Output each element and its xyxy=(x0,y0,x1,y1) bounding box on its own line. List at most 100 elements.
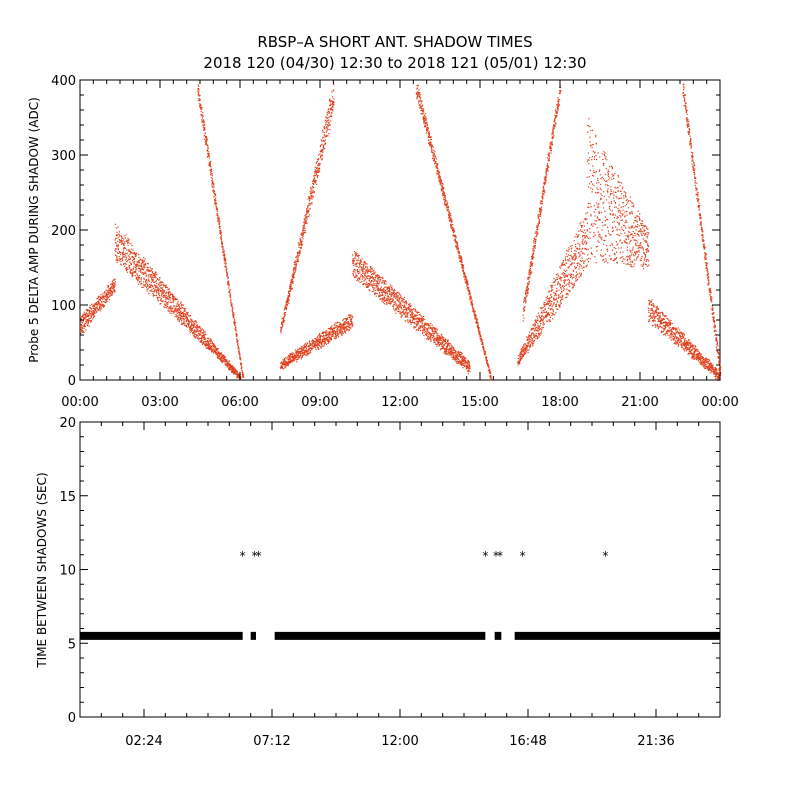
top-data-point xyxy=(381,289,383,291)
top-data-point xyxy=(107,286,109,289)
top-data-point xyxy=(333,104,335,106)
top-data-point xyxy=(217,354,219,357)
top-data-point xyxy=(331,327,333,329)
top-data-point xyxy=(440,181,442,183)
top-data-point xyxy=(325,117,327,119)
top-data-point xyxy=(131,273,133,275)
top-data-point xyxy=(236,335,238,338)
top-data-point xyxy=(233,312,235,314)
top-data-point xyxy=(401,299,403,302)
top-data-point xyxy=(325,135,328,137)
top-data-point xyxy=(386,299,388,301)
top-data-point xyxy=(326,334,328,336)
top-data-point xyxy=(288,360,290,362)
top-data-point xyxy=(308,345,310,347)
top-data-point xyxy=(434,155,436,157)
top-data-point xyxy=(171,310,173,312)
top-data-point xyxy=(329,333,331,335)
top-data-point xyxy=(125,263,127,265)
top-data-point xyxy=(367,268,369,270)
top-data-point xyxy=(212,186,214,188)
top-data-point xyxy=(400,312,402,314)
top-data-point xyxy=(179,302,182,304)
top-data-point xyxy=(200,104,202,106)
top-data-point xyxy=(85,309,87,311)
top-data-point xyxy=(352,260,355,262)
top-data-point xyxy=(342,332,344,334)
top-data-point xyxy=(436,334,438,336)
top-data-point xyxy=(403,302,405,304)
top-data-point xyxy=(117,244,119,246)
top-data-point xyxy=(154,275,156,278)
top-data-point xyxy=(467,366,469,368)
top-data-point xyxy=(84,324,86,326)
top-data-point xyxy=(214,347,216,349)
top-data-point xyxy=(80,332,82,334)
top-data-point xyxy=(366,281,368,283)
top-data-point xyxy=(300,233,302,235)
top-data-point xyxy=(337,334,339,336)
top-data-point xyxy=(431,146,433,148)
top-data-point xyxy=(307,350,309,352)
top-data-point xyxy=(87,310,89,312)
top-data-point xyxy=(184,310,186,312)
top-data-point xyxy=(359,279,361,281)
top-data-point xyxy=(238,352,240,354)
top-data-point xyxy=(135,269,137,271)
top-data-point xyxy=(200,110,202,112)
top-data-point xyxy=(137,279,139,281)
top-data-point xyxy=(309,340,311,342)
top-data-point xyxy=(456,361,458,363)
top-data-point xyxy=(421,318,423,320)
top-data-point xyxy=(224,257,226,260)
top-data-point xyxy=(125,256,127,258)
top-data-point xyxy=(399,304,401,306)
top-data-point xyxy=(196,334,198,336)
top-data-point xyxy=(214,194,216,196)
top-data-point xyxy=(300,358,302,360)
top-data-point xyxy=(157,296,159,298)
top-data-point xyxy=(323,131,325,134)
top-data-point xyxy=(421,319,423,322)
top-data-point xyxy=(175,311,177,313)
top-data-point xyxy=(457,355,459,357)
top-data-point xyxy=(237,344,239,346)
top-data-point xyxy=(334,322,336,324)
top-data-point xyxy=(232,309,234,311)
top-data-point xyxy=(389,302,391,304)
top-data-point xyxy=(218,356,220,358)
top-data-point xyxy=(337,336,340,338)
top-data-point xyxy=(447,206,449,208)
top-data-point xyxy=(439,172,441,174)
top-data-point xyxy=(315,344,317,346)
top-data-point xyxy=(377,275,379,277)
top-data-point xyxy=(324,331,326,333)
top-data-point xyxy=(132,261,134,263)
top-data-point xyxy=(303,345,305,347)
top-data-point xyxy=(394,310,396,312)
top-data-point xyxy=(379,294,381,296)
top-data-point xyxy=(387,295,389,297)
top-data-point xyxy=(232,366,234,368)
top-data-point xyxy=(214,193,216,196)
top-data-point xyxy=(213,196,215,198)
top-data-point xyxy=(445,353,447,355)
top-data-point xyxy=(298,254,300,256)
top-data-point xyxy=(138,276,140,278)
top-data-point xyxy=(331,335,333,337)
top-data-point xyxy=(427,127,429,129)
top-data-point xyxy=(143,260,145,262)
top-data-point xyxy=(300,241,303,243)
top-data-point xyxy=(413,326,415,328)
top-data-point xyxy=(90,321,92,323)
top-data-point xyxy=(158,289,160,291)
top-data-point xyxy=(131,256,133,258)
top-data-point xyxy=(404,313,406,315)
top-data-point xyxy=(234,324,236,326)
top-data-point xyxy=(200,331,202,333)
top-data-point xyxy=(225,259,227,261)
top-data-point xyxy=(356,255,358,257)
top-data-point xyxy=(421,332,424,335)
top-data-point xyxy=(167,309,169,311)
top-data-point xyxy=(138,264,140,266)
